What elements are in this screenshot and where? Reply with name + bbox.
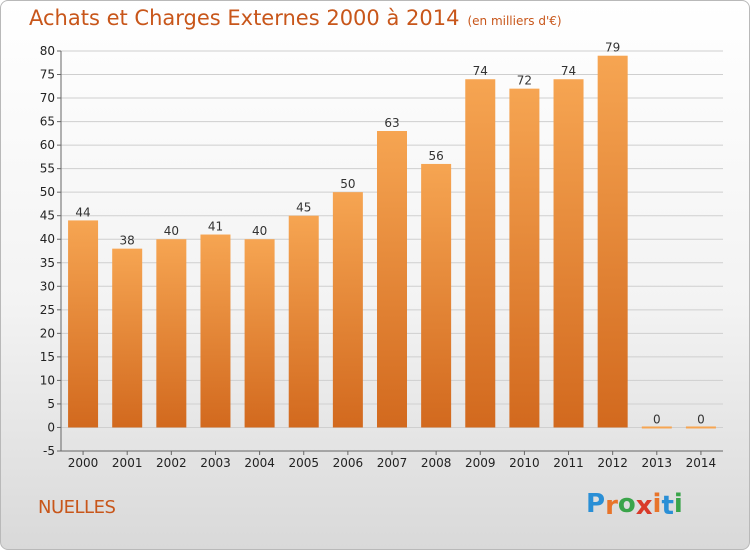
bar-2012 — [597, 55, 628, 428]
y-tick-label: 50 — [40, 185, 55, 199]
data-label-2000: 44 — [75, 205, 90, 219]
x-tick-label: 2000 — [68, 456, 99, 470]
x-tick-label: 2014 — [686, 456, 717, 470]
data-label-2007: 63 — [384, 116, 399, 130]
data-labels: 44 38 40 41 40 45 50 63 56 74 72 74 79 0 0 — [75, 41, 704, 427]
data-label-2013: 0 — [653, 412, 661, 426]
data-label-2003: 41 — [208, 220, 223, 234]
data-label-2004: 40 — [252, 224, 267, 238]
logo-letter: i — [652, 489, 662, 519]
bars — [68, 55, 716, 429]
bar-2003 — [200, 234, 231, 428]
x-tick-label: 2007 — [377, 456, 408, 470]
y-tick-label: 70 — [40, 91, 55, 105]
x-tick-label: 2003 — [200, 456, 231, 470]
chart-subtitle: (en milliers d'€) — [467, 14, 562, 28]
logo-letter: P — [586, 489, 606, 519]
x-tick-label: 2006 — [333, 456, 364, 470]
bar-2001 — [112, 248, 143, 428]
bar-2007 — [377, 131, 407, 428]
x-tick-label: 2001 — [112, 456, 143, 470]
bar-2002 — [156, 239, 187, 428]
y-tick-label: 10 — [40, 373, 55, 387]
chart-title: Achats et Charges Externes 2000 à 2014 (e… — [29, 6, 562, 30]
data-label-2012: 79 — [605, 41, 620, 55]
data-label-2010: 72 — [517, 74, 532, 88]
data-label-2001: 38 — [120, 234, 135, 248]
x-tick-label: 2005 — [288, 456, 319, 470]
x-tick-label: 2009 — [465, 456, 496, 470]
bar-2014 — [685, 426, 716, 429]
y-tick-label: 30 — [40, 279, 55, 293]
bar-2008 — [421, 163, 452, 428]
bar-2013 — [641, 426, 672, 429]
y-tick-label: 65 — [40, 115, 55, 129]
y-tick-label: 20 — [40, 326, 55, 340]
bar-2010 — [509, 88, 540, 428]
x-tick-label: 2004 — [244, 456, 275, 470]
x-tick-label: 2013 — [642, 456, 673, 470]
y-tick-label: 75 — [40, 68, 55, 82]
logo-letter: t — [661, 491, 674, 521]
x-tick-label: 2012 — [597, 456, 628, 470]
data-label-2011: 74 — [561, 64, 576, 78]
data-label-2005: 45 — [296, 201, 311, 215]
data-label-2009: 74 — [473, 64, 488, 78]
logo-letter: r — [605, 491, 618, 521]
bar-2009 — [465, 79, 496, 428]
y-tick-label: 5 — [47, 397, 55, 411]
proxiti-logo: Proxiti — [586, 489, 683, 521]
chart-title-text: Achats et Charges Externes 2000 à 2014 — [29, 6, 460, 30]
y-tick-label: 55 — [40, 162, 55, 176]
data-label-2006: 50 — [340, 177, 355, 191]
data-label-2014: 0 — [697, 412, 705, 426]
y-tick-label: 40 — [40, 232, 55, 246]
y-tick-label: -5 — [43, 444, 55, 458]
x-tick-label: 2002 — [156, 456, 187, 470]
y-tick-label: 25 — [40, 303, 55, 317]
y-tick-label: 60 — [40, 138, 55, 152]
x-tick-label: 2008 — [421, 456, 452, 470]
data-label-2002: 40 — [164, 224, 179, 238]
bar-2011 — [553, 79, 584, 428]
commune-name: NUELLES — [38, 497, 116, 518]
y-tick-label: 0 — [47, 420, 55, 434]
y-tick-label: 35 — [40, 256, 55, 270]
bar-2000 — [68, 220, 99, 428]
x-tick-label: 2011 — [553, 456, 584, 470]
y-tick-label: 80 — [40, 44, 55, 58]
axes: -5 0 5 10 15 20 25 30 35 40 45 50 55 60 65 70 75 80 2000 20… — [40, 44, 723, 470]
bar-2004 — [244, 239, 275, 428]
y-tick-label: 15 — [40, 350, 55, 364]
logo-letter: o — [617, 489, 636, 519]
logo-letter: i — [673, 489, 683, 519]
x-tick-label: 2010 — [509, 456, 540, 470]
bar-2005 — [288, 215, 319, 428]
logo-letter: x — [635, 491, 653, 521]
bar-2006 — [332, 192, 363, 428]
data-label-2008: 56 — [428, 149, 443, 163]
y-tick-label: 45 — [40, 209, 55, 223]
